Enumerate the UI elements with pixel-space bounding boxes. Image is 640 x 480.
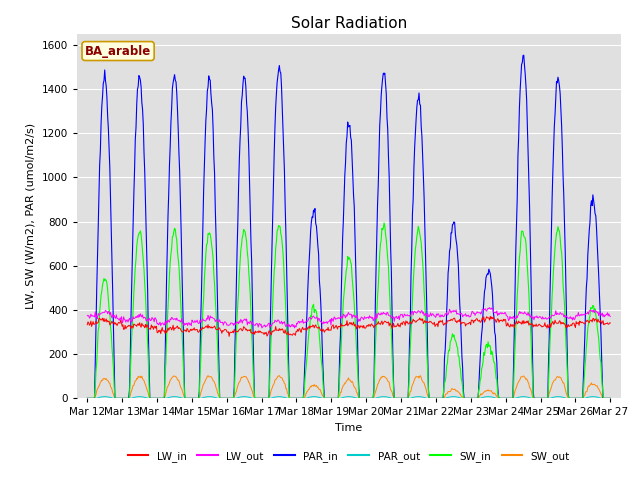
Legend: LW_in, LW_out, PAR_in, PAR_out, SW_in, SW_out: LW_in, LW_out, PAR_in, PAR_out, SW_in, S… [124,447,574,466]
Title: Solar Radiation: Solar Radiation [291,16,407,31]
Text: BA_arable: BA_arable [85,45,151,58]
Y-axis label: LW, SW (W/m2), PAR (umol/m2/s): LW, SW (W/m2), PAR (umol/m2/s) [26,123,36,309]
X-axis label: Time: Time [335,423,362,433]
